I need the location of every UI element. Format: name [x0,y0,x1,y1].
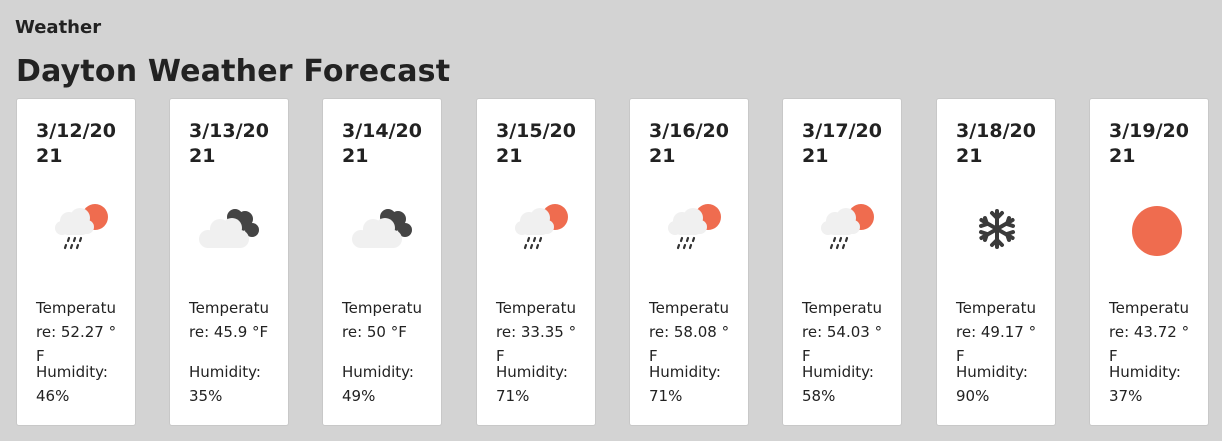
app-title: Weather [15,17,102,38]
forecast-temperature: Temperature: 54.03 °F [802,299,883,365]
forecast-card: 3/15/2021 Temperature: 33.35 °F Humidity… [476,98,596,426]
forecast-card: 3/18/2021 Temperature: 49.17 °F Humidity… [936,98,1056,426]
forecast-humidity: Humidity: 58% [802,363,874,405]
forecast-card: 3/19/2021 Temperature: 43.72 °F Humidity… [1089,98,1209,426]
forecast-date: 3/12/2021 [36,120,116,167]
forecast-temperature: Temperature: 49.17 °F [956,299,1037,365]
forecast-humidity: Humidity: 71% [496,363,568,405]
forecast-card: 3/12/2021 Temperature: 52.27 °F Humidity… [16,98,136,426]
forecast-card: 3/14/2021 Temperature: 50 °F Humidity: 4… [322,98,442,426]
forecast-date: 3/17/2021 [802,120,882,167]
forecast-temperature: Temperature: 45.9 °F [189,299,269,341]
snowflake-icon [957,197,1037,261]
overcast-icon [190,197,270,261]
forecast-temperature: Temperature: 50 °F [342,299,422,341]
forecast-humidity: Humidity: 49% [342,363,414,405]
forecast-date: 3/19/2021 [1109,120,1189,167]
forecast-temperature: Temperature: 58.08 °F [649,299,730,365]
forecast-humidity: Humidity: 90% [956,363,1028,405]
page-title: Dayton Weather Forecast [16,54,451,89]
rain-sun-icon [37,197,117,261]
forecast-humidity: Humidity: 46% [36,363,108,405]
overcast-icon [343,197,423,261]
rain-sun-icon [497,197,577,261]
forecast-card: 3/13/2021 Temperature: 45.9 °F Humidity:… [169,98,289,426]
forecast-card: 3/17/2021 Temperature: 54.03 °F Humidity… [782,98,902,426]
forecast-date: 3/18/2021 [956,120,1036,167]
forecast-card: 3/16/2021 Temperature: 58.08 °F Humidity… [629,98,749,426]
forecast-date: 3/15/2021 [496,120,576,167]
forecast-humidity: Humidity: 71% [649,363,721,405]
forecast-temperature: Temperature: 43.72 °F [1109,299,1190,365]
forecast-date: 3/14/2021 [342,120,422,167]
forecast-date: 3/13/2021 [189,120,269,167]
rain-sun-icon [650,197,730,261]
forecast-humidity: Humidity: 37% [1109,363,1181,405]
sun-icon [1110,197,1190,261]
forecast-date: 3/16/2021 [649,120,729,167]
forecast-humidity: Humidity: 35% [189,363,261,405]
rain-sun-icon [803,197,883,261]
forecast-temperature: Temperature: 33.35 °F [496,299,577,365]
forecast-temperature: Temperature: 52.27 °F [36,299,117,365]
